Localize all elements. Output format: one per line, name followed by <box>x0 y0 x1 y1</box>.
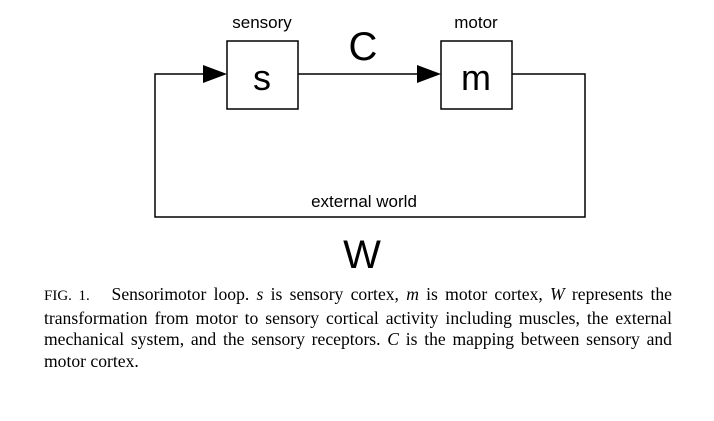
caption-text: is sensory cortex, <box>263 284 407 304</box>
sensory-block <box>226 40 299 110</box>
caption-var-c: C <box>387 329 400 349</box>
sensory-label: sensory <box>232 13 292 32</box>
arrowhead-into-sensory <box>203 65 227 83</box>
caption-text: is motor cortex, <box>418 284 551 304</box>
caption-var-s: s <box>256 284 264 304</box>
figure-caption: FIG. 1. Sensorimotor loop. s is sensory … <box>44 284 672 372</box>
arrowhead-into-motor <box>417 65 441 83</box>
figure-number: FIG. 1. <box>44 288 90 304</box>
motor-symbol: m <box>461 57 491 98</box>
external-world-label: external world <box>311 192 417 211</box>
caption-var-m: m <box>406 284 419 304</box>
caption-text: is the mapping between sensory and motor… <box>44 329 672 371</box>
mapping-symbol-c: C <box>349 25 378 69</box>
motor-label: motor <box>454 13 498 32</box>
caption-var-w: W <box>550 284 565 304</box>
caption-title: Sensorimotor loop. <box>111 284 250 304</box>
sensory-symbol: s <box>253 57 271 98</box>
caption-text: represents the transformation from motor… <box>44 284 672 349</box>
feedback-loop-line <box>154 73 586 218</box>
motor-block <box>440 40 513 110</box>
transformation-symbol-w: W <box>343 233 381 277</box>
